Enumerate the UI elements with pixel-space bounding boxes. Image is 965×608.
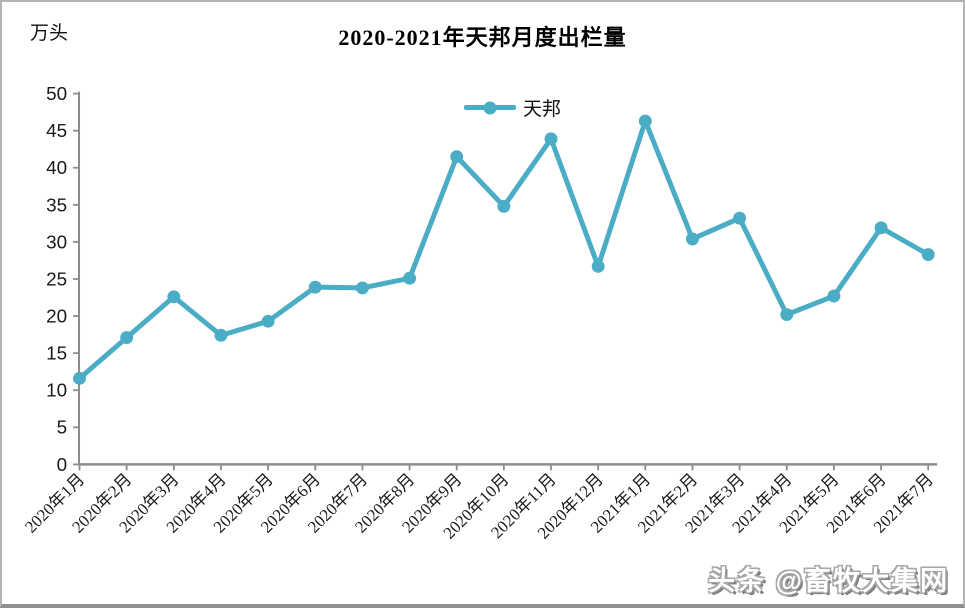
y-axis-unit-label: 万头 [30,23,69,44]
chart-title: 2020-2021年天邦月度出栏量 [338,25,627,50]
y-tick-label: 50 [46,83,67,104]
y-tick-label: 35 [46,194,67,215]
data-point-marker [874,221,888,235]
y-tick-label: 0 [57,454,68,475]
data-point-marker [685,232,699,246]
data-point-marker [167,290,181,304]
data-point-marker [120,331,134,345]
data-point-marker [591,259,605,273]
y-tick-label: 20 [46,306,67,327]
data-point-marker [638,114,652,128]
data-point-marker [403,271,417,285]
legend: 天邦 [464,94,561,121]
data-point-marker [355,281,369,295]
watermark: 头条 @畜牧大集网 [708,566,949,596]
data-point-marker [308,280,322,294]
data-point-marker [497,199,511,213]
data-point-marker [544,132,558,146]
y-tick-label: 30 [46,231,67,252]
data-point-marker [450,150,464,164]
y-tick-label: 10 [46,380,67,401]
data-point-marker [733,211,747,225]
y-tick-label: 40 [46,157,67,178]
data-point-marker [261,314,275,328]
data-point-marker [73,371,86,385]
series-line [77,118,931,381]
legend-series-label: 天邦 [523,99,562,120]
legend-dot-icon [483,101,497,114]
data-point-marker [921,248,935,261]
y-tick-label: 15 [46,343,67,364]
legend-line-marker-icon [464,101,516,114]
y-tick-label: 25 [46,268,67,289]
y-tick-label: 45 [46,120,67,141]
data-point-marker [827,289,841,303]
data-point-marker [780,308,794,322]
data-point-marker [214,328,228,342]
y-tick-label: 5 [57,417,68,438]
